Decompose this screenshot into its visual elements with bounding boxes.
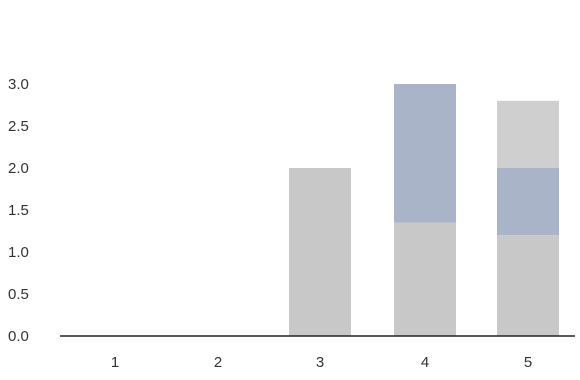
x-tick-label: 1 [111, 354, 119, 371]
bar-marks [289, 84, 559, 336]
y-tick-label: 2.0 [8, 160, 29, 177]
bar-segment [497, 235, 559, 336]
x-tick-label: 5 [524, 354, 532, 371]
x-tick-label: 3 [316, 354, 324, 371]
bar-segment [497, 100, 559, 168]
bar-segment [289, 168, 351, 336]
y-tick-label: 1.5 [8, 202, 29, 219]
x-axis-ticks: 1 2 3 4 5 [111, 354, 532, 371]
x-tick-label: 4 [421, 354, 429, 371]
y-tick-label: 0.0 [8, 328, 29, 345]
y-tick-label: 2.5 [8, 118, 29, 135]
y-tick-label: 3.0 [8, 76, 29, 93]
y-tick-label: 0.5 [8, 286, 29, 303]
x-tick-label: 2 [214, 354, 222, 371]
bar-segment [394, 84, 456, 223]
y-tick-label: 1.0 [8, 244, 29, 261]
y-axis-ticks: 0.0 0.5 1.0 1.5 2.0 2.5 3.0 [8, 76, 29, 345]
bar-segment [394, 222, 456, 336]
bar-segment [497, 168, 559, 236]
